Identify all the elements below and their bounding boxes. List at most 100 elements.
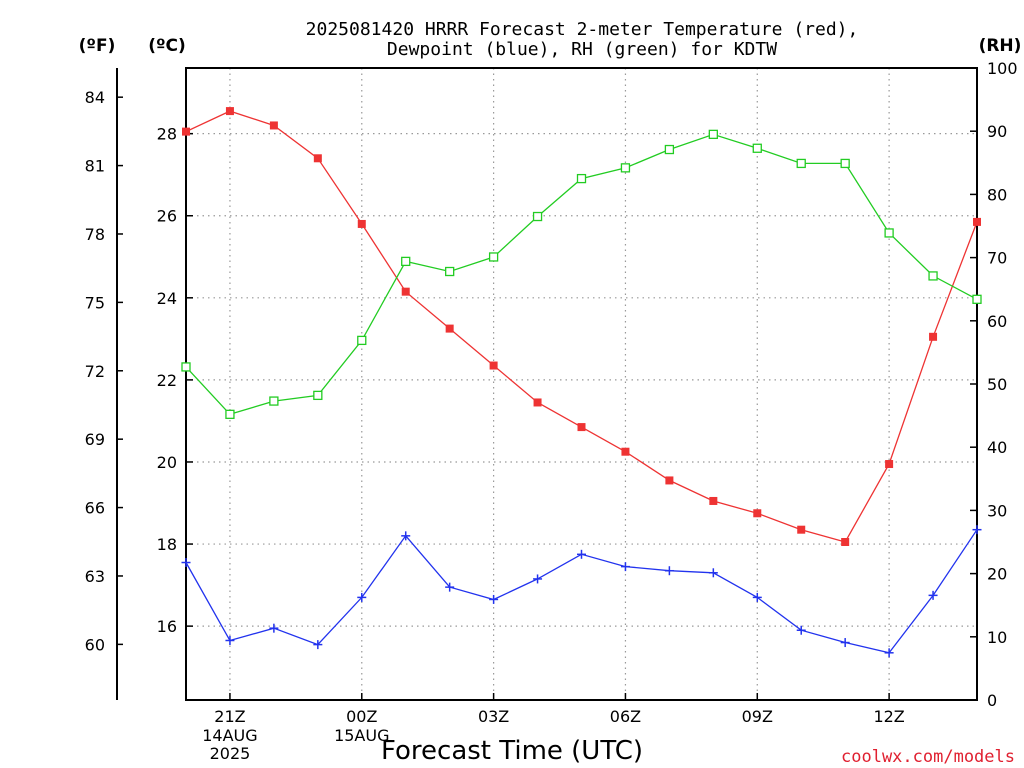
fahrenheit-tick-label: 63: [85, 567, 105, 586]
rh-point: [269, 396, 279, 406]
celsius-tick-label: 20: [157, 453, 177, 472]
temperature-point: [489, 361, 498, 370]
dewpoint-point: [577, 549, 586, 559]
fahrenheit-tick-label: 60: [85, 635, 105, 654]
x-tick-label: 21Z: [214, 707, 245, 726]
rh-point: [445, 266, 455, 277]
temperature-point: [182, 127, 190, 136]
rh-point: [972, 294, 982, 304]
x-tick-label: 00Z: [346, 707, 377, 726]
temperature-point: [709, 496, 718, 505]
credit-text: coolwx.com/models: [841, 747, 1015, 767]
rh-point: [357, 335, 367, 346]
temperature-point: [533, 398, 542, 407]
temperature-point: [313, 154, 322, 163]
celsius-tick-label: 26: [157, 207, 177, 226]
dewpoint-point: [708, 568, 718, 578]
rh-point: [884, 228, 894, 238]
temperature-point: [841, 538, 850, 546]
temperature-point: [665, 476, 674, 485]
x-tick-date-label: 14AUG: [202, 726, 257, 745]
dewpoint-point: [181, 558, 191, 568]
chart-title-line1: 2025081420 HRRR Forecast 2-meter Tempera…: [306, 19, 859, 40]
series-layer: [181, 107, 982, 658]
temperature-point: [973, 217, 981, 226]
dewpoint-point: [752, 592, 762, 602]
rh-unit-label: (RH): [979, 36, 1022, 56]
rh-tick-label: 100: [987, 59, 1018, 78]
fahrenheit-tick-label: 84: [85, 88, 105, 107]
fahrenheit-tick-label: 75: [85, 293, 105, 312]
temperature-point: [225, 107, 234, 116]
dewpoint-point: [884, 648, 894, 658]
dewpoint-point: [445, 582, 455, 592]
dewpoint-point: [840, 638, 850, 648]
rh-tick-label: 20: [987, 565, 1007, 584]
rh-point: [664, 144, 675, 155]
celsius-tick-label: 28: [157, 125, 177, 144]
rh-point: [313, 390, 323, 401]
fahrenheit-tick-label: 66: [85, 499, 105, 518]
dewpoint-point: [269, 623, 279, 633]
x-tick-year-label: 2025: [210, 744, 251, 763]
fahrenheit-tick-label: 69: [85, 430, 105, 449]
dewpoint-point: [313, 640, 323, 650]
dewpoint-point: [401, 531, 411, 541]
dewpoint-point: [664, 566, 674, 576]
chart-title-line2: Dewpoint (blue), RH (green) for KDTW: [387, 39, 777, 60]
rh-tick-label: 0: [987, 691, 997, 710]
rh-tick-label: 50: [987, 375, 1007, 394]
x-tick-label: 09Z: [742, 707, 773, 726]
rh-point: [796, 158, 806, 169]
rh-point: [928, 271, 938, 281]
rh-tick-label: 80: [987, 185, 1007, 204]
dewpoint-point: [225, 635, 235, 645]
temperature-point: [445, 324, 454, 333]
rh-point: [181, 362, 191, 372]
celsius-tick-label: 16: [157, 617, 177, 636]
rh-tick-label: 40: [987, 438, 1007, 457]
x-axis-label: Forecast Time (UTC): [381, 736, 643, 766]
celsius-unit-label: (ºC): [148, 36, 186, 56]
fahrenheit-tick-label: 78: [85, 225, 105, 244]
temperature-point: [929, 332, 938, 341]
temperature-point: [357, 219, 366, 228]
rh-tick-label: 60: [987, 312, 1007, 331]
x-tick-label: 06Z: [610, 707, 641, 726]
x-tick-date-label: 15AUG: [334, 726, 389, 745]
rh-tick-label: 90: [987, 122, 1007, 141]
temperature-point: [401, 287, 410, 296]
dewpoint-point: [972, 525, 982, 535]
plot-frame: [185, 67, 978, 701]
fahrenheit-unit-label: (ºF): [79, 36, 116, 56]
x-tick-label: 03Z: [478, 707, 509, 726]
celsius-tick-label: 22: [157, 371, 177, 390]
rh-point: [708, 129, 718, 140]
celsius-tick-label: 24: [157, 289, 177, 308]
rh-point: [840, 158, 850, 169]
grid-lines: [186, 68, 977, 700]
rh-point: [488, 252, 499, 262]
rh-tick-label: 10: [987, 628, 1007, 647]
rh-tick-label: 70: [987, 249, 1007, 268]
temperature-point: [621, 447, 630, 456]
dewpoint-point: [357, 592, 367, 602]
dewpoint-point: [928, 590, 938, 600]
dewpoint-point: [533, 574, 543, 584]
rh-point: [401, 256, 411, 267]
temperature-point: [269, 121, 278, 130]
rh-point: [752, 143, 762, 153]
x-tick-label: 12Z: [873, 707, 904, 726]
rh-point: [620, 163, 631, 173]
temperature-point: [577, 423, 586, 432]
dewpoint-point: [620, 562, 630, 572]
rh-point: [532, 211, 543, 222]
dewpoint-point: [796, 625, 806, 635]
fahrenheit-tick-label: 72: [85, 362, 105, 381]
fahrenheit-tick-label: 81: [85, 157, 105, 176]
celsius-tick-label: 18: [157, 535, 177, 554]
temperature-point: [753, 509, 762, 518]
dewpoint-series-line: [185, 529, 978, 654]
dewpoint-point: [489, 594, 499, 604]
